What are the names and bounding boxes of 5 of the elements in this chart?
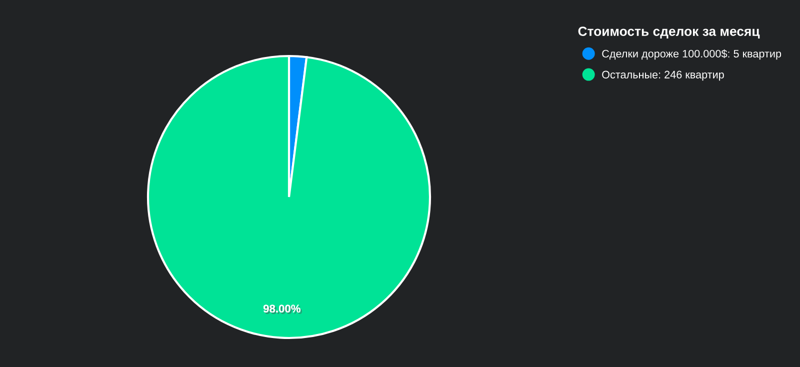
data-label: 98.00%: [263, 304, 302, 314]
legend-title: Стоимость сделок за месяц: [578, 26, 760, 38]
legend-label: Сделки дороже 100.000$: 5 квартир: [602, 49, 782, 60]
legend-label: Остальные: 246 квартир: [602, 70, 724, 81]
pie-slice: [146, 54, 432, 340]
